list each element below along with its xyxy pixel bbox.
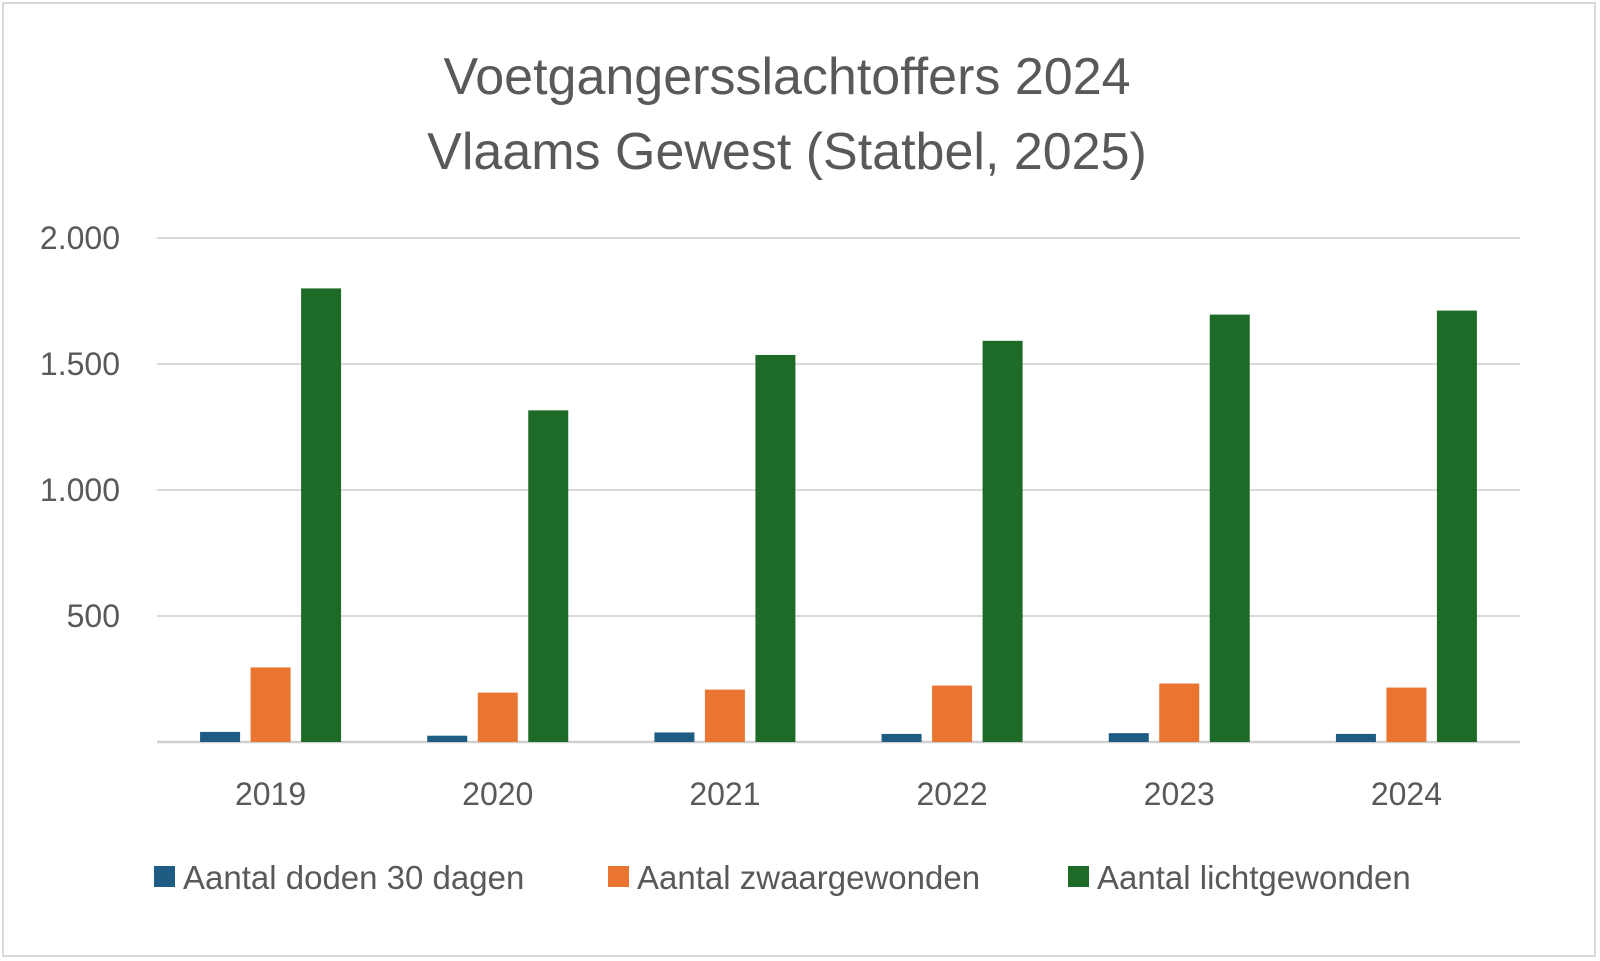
chart-subtitle: Vlaams Gewest (Statbel, 2025) (427, 123, 1147, 181)
bar (250, 667, 291, 742)
y-tick-label: 1.500 (40, 346, 120, 382)
bar (755, 354, 796, 742)
y-tick-label: 2.000 (40, 220, 120, 256)
x-tick-label: 2023 (1144, 776, 1215, 812)
legend: Aantal doden 30 dagen Aantal zwaargewonde… (154, 859, 1411, 896)
bar (1159, 683, 1200, 742)
y-tick-label: 1.000 (40, 472, 120, 508)
bar-chart: Voetgangersslachtoffers 2024 Vlaams Gewe… (40, 48, 1520, 896)
bar (1386, 687, 1427, 742)
bar (1108, 733, 1149, 742)
bar (1335, 733, 1376, 742)
bar (982, 340, 1023, 742)
bar (654, 732, 695, 742)
y-axis-ticks: 500 1.000 1.500 2.000 (40, 220, 120, 634)
bar (301, 288, 342, 742)
legend-swatch (154, 866, 175, 887)
x-tick-label: 2019 (235, 776, 306, 812)
chart-title: Voetgangersslachtoffers 2024 (443, 48, 1130, 106)
x-tick-label: 2024 (1371, 776, 1442, 812)
x-tick-label: 2022 (916, 776, 987, 812)
legend-label: Aantal doden 30 dagen (183, 859, 524, 896)
bar (427, 735, 468, 742)
gridlines (157, 237, 1520, 744)
x-tick-label: 2021 (689, 776, 760, 812)
bar (704, 689, 745, 742)
legend-label: Aantal zwaargewonden (637, 859, 980, 896)
bar (1436, 310, 1477, 742)
x-tick-label: 2020 (462, 776, 533, 812)
y-tick-label: 500 (67, 598, 120, 634)
bar (881, 733, 922, 742)
x-axis-ticks: 2019 2020 2021 2022 2023 2024 (235, 776, 1442, 812)
legend-label: Aantal lichtgewonden (1097, 859, 1411, 896)
bar (1209, 314, 1250, 742)
bars (200, 288, 1477, 742)
legend-swatch (1068, 866, 1089, 887)
legend-swatch (608, 866, 629, 887)
bar (932, 685, 973, 742)
bar (528, 410, 569, 742)
bar (477, 692, 518, 742)
bar (200, 731, 241, 742)
